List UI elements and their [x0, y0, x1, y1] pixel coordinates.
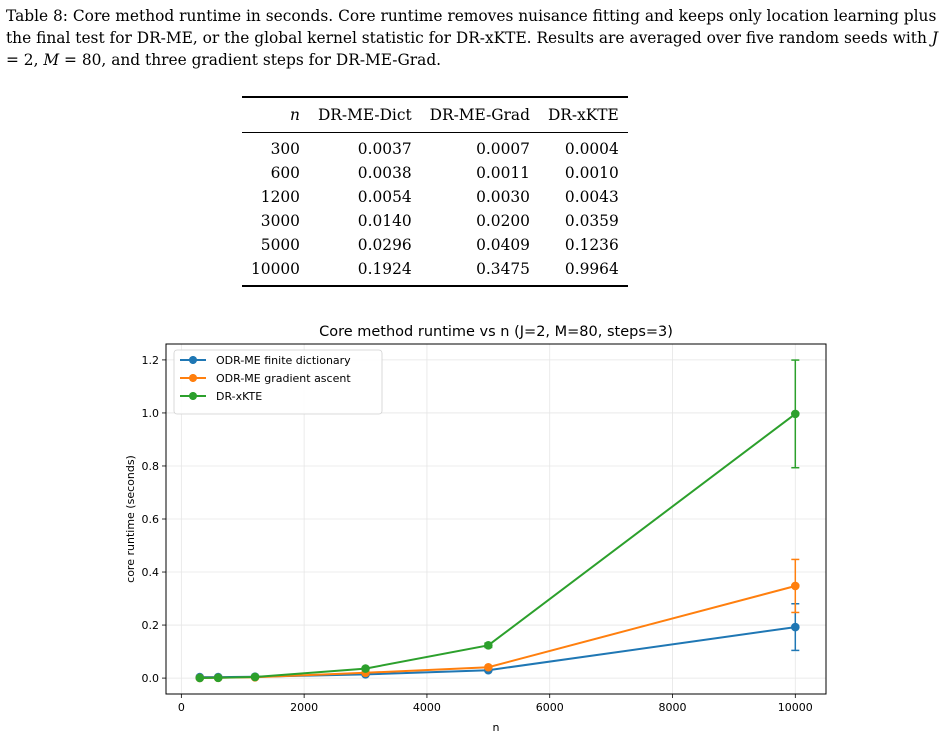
table-cell: 0.0007	[476, 140, 530, 158]
data-point	[484, 641, 493, 650]
runtime-table: n DR-ME-Dict DR-ME-Grad DR-xKTE 300 0.00…	[242, 96, 628, 287]
legend-label: DR-xKTE	[216, 390, 262, 403]
table-cell: 0.0004	[564, 140, 619, 158]
y-tick-label: 0.0	[142, 672, 160, 685]
table-cell: 0.0409	[476, 236, 530, 254]
caption-j-value: = 2,	[6, 51, 44, 69]
col-header-dr-me-dict: DR-ME-Dict	[317, 106, 412, 124]
table-cell: 3000	[260, 212, 300, 230]
legend-box	[173, 349, 383, 415]
table-cell: 0.0054	[357, 188, 412, 206]
series-line	[199, 626, 796, 679]
x-tick-label: 0	[178, 701, 185, 714]
table-cell: 0.1236	[564, 236, 619, 254]
table-row: 10000 0.1924 0.3475 0.9964	[242, 257, 628, 286]
table-cell: 0.9964	[564, 260, 619, 278]
legend-label: ODR-ME gradient ascent	[216, 372, 351, 385]
table-cell: 0.0200	[476, 212, 530, 230]
data-point	[195, 673, 205, 683]
table-cell: 0.0359	[564, 212, 619, 230]
x-tick-label: 2000	[290, 701, 318, 714]
table-cell: 0.3475	[476, 260, 530, 278]
data-point	[791, 581, 800, 591]
table-cell: 0.0010	[564, 164, 619, 182]
table-cell: 600	[270, 164, 300, 182]
data-point	[250, 672, 260, 682]
series-line	[199, 413, 796, 679]
table-row: 3000 0.0140 0.0200 0.0359	[242, 209, 628, 233]
legend-marker	[189, 392, 197, 400]
data-point	[213, 673, 223, 683]
table-cell: 0.0043	[564, 188, 619, 206]
legend-marker	[189, 356, 197, 364]
data-point	[791, 622, 800, 632]
table-row: 5000 0.0296 0.0409 0.1236	[242, 233, 628, 257]
table-caption: Table 8: Core method runtime in seconds.…	[6, 5, 946, 71]
legend-marker	[189, 374, 197, 382]
table-cell: 1200	[260, 188, 300, 206]
series-line	[199, 585, 796, 679]
chart-ticks: 0 2000 4000 6000 8000 10000 0.0 0.2 0.4 0.6 0.8 1.0…	[142, 354, 813, 714]
y-tick-label: 1.2	[142, 354, 160, 367]
caption-text-part1: Core method runtime in seconds. Core run…	[6, 7, 937, 47]
x-tick-label: 8000	[659, 701, 687, 714]
table-cell: 300	[270, 140, 300, 158]
col-header-n: n	[290, 106, 300, 124]
table-cell: 0.0140	[357, 212, 412, 230]
x-tick-label: 10000	[778, 701, 813, 714]
col-header-dr-xkte: DR-xKTE	[547, 106, 619, 124]
y-axis-label: core runtime (seconds)	[124, 455, 137, 583]
runtime-line-chart: 0 2000 4000 6000 8000 10000 0.0 0.2 0.4 0.6 0.8 1.0…	[124, 324, 827, 734]
data-point	[361, 664, 370, 673]
chart-legend: ODR-ME finite dictionary ODR-ME gradient …	[173, 349, 383, 415]
table-cell: 0.0037	[357, 140, 412, 158]
y-tick-label: 1.0	[142, 407, 160, 420]
y-tick-label: 0.6	[142, 513, 160, 526]
table-row: 600 0.0038 0.0011 0.0010	[242, 161, 628, 185]
table-cell: 10000	[251, 260, 300, 278]
data-point	[791, 409, 800, 419]
y-tick-label: 0.2	[142, 619, 160, 632]
table-cell: 0.0038	[357, 164, 412, 182]
chart-series	[195, 359, 800, 683]
table-cell: 0.0296	[357, 236, 412, 254]
table-cell: 0.0030	[476, 188, 530, 206]
chart-title: Core method runtime vs n (J=2, M=80, ste…	[319, 324, 673, 340]
table-cell: 5000	[260, 236, 300, 254]
y-tick-label: 0.8	[142, 460, 160, 473]
x-tick-label: 4000	[413, 701, 441, 714]
table-row: 300 0.0037 0.0007 0.0004	[242, 133, 628, 162]
x-tick-label: 6000	[536, 701, 564, 714]
x-axis-label: n	[493, 721, 500, 734]
table-row: 1200 0.0054 0.0030 0.0043	[242, 185, 628, 209]
table-cell: 0.0011	[476, 164, 530, 182]
caption-m-value: = 80, and three gradient steps for DR-ME…	[59, 51, 442, 69]
caption-m-variable: M	[43, 51, 60, 69]
table-header-row: n DR-ME-Dict DR-ME-Grad DR-xKTE	[242, 97, 628, 133]
data-point	[484, 662, 493, 672]
table-cell: 0.1924	[357, 260, 412, 278]
caption-j-variable: J	[931, 29, 938, 47]
col-header-dr-me-grad: DR-ME-Grad	[429, 106, 530, 124]
caption-label: Table 8:	[6, 7, 68, 25]
y-tick-label: 0.4	[142, 566, 160, 579]
legend-label: ODR-ME finite dictionary	[216, 354, 351, 367]
